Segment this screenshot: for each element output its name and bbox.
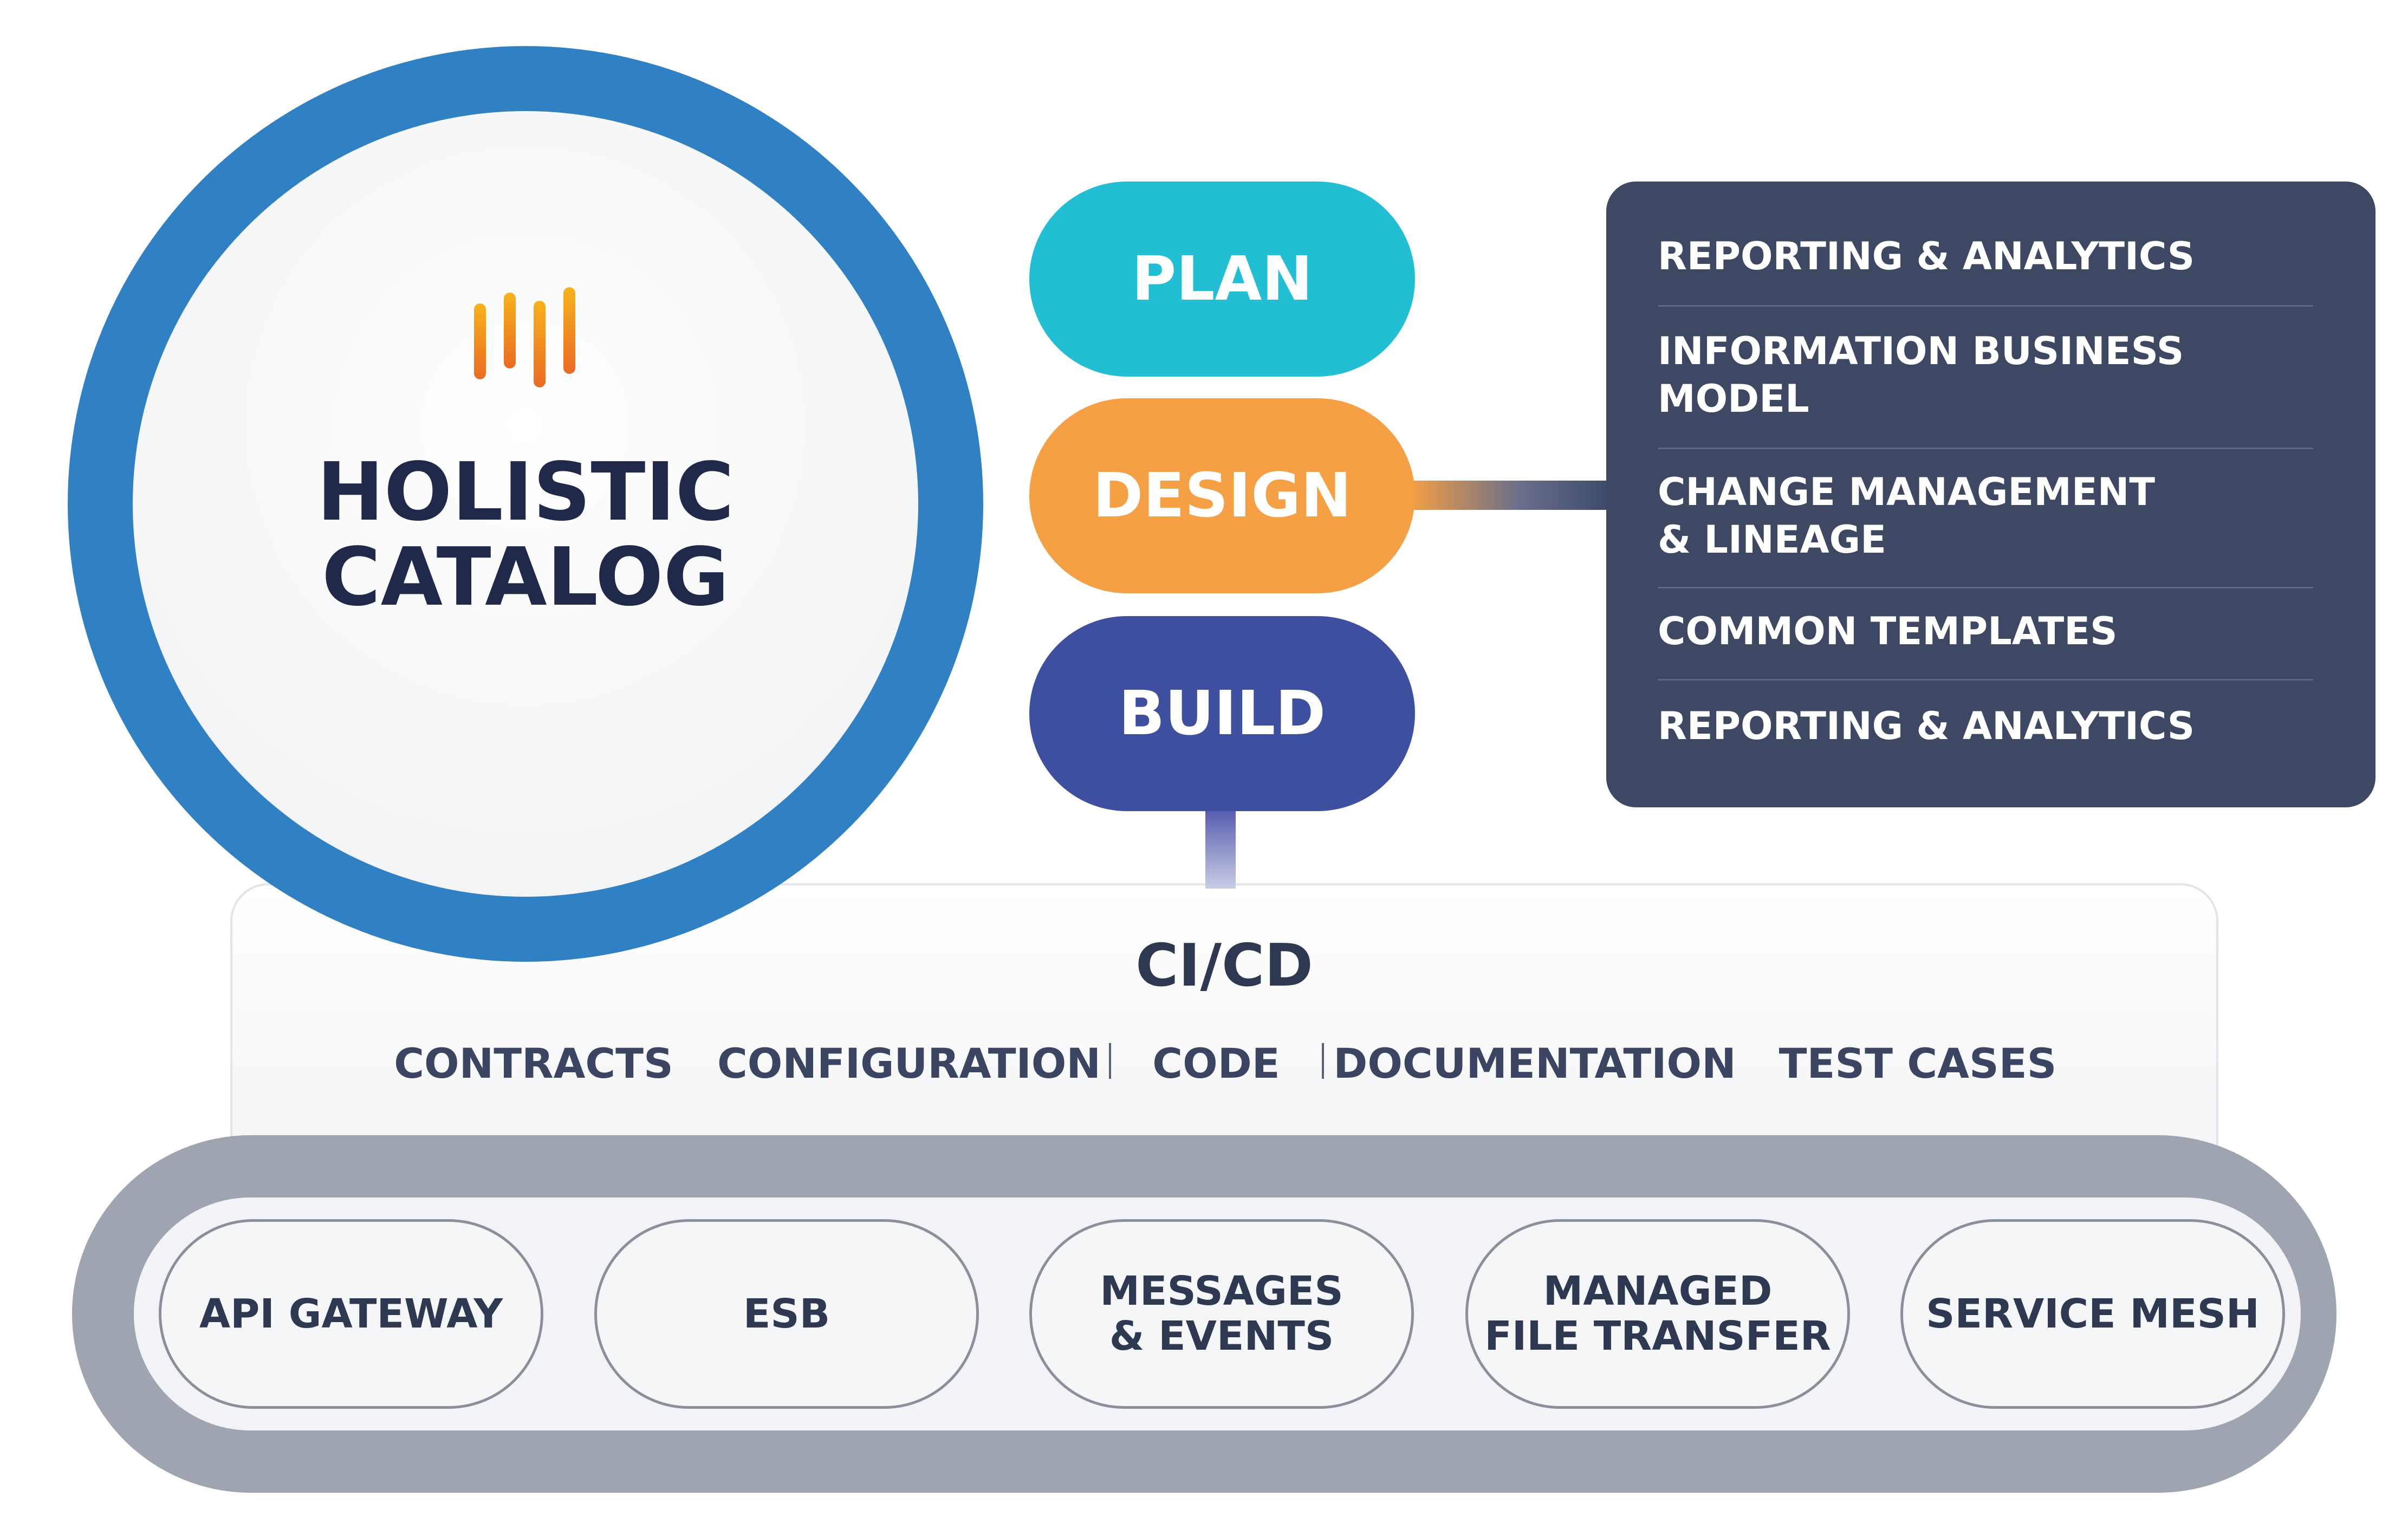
catalog-title: HOLISTIC CATALOG bbox=[316, 445, 735, 624]
platform-managed-file-transfer: MANAGED FILE TRANSFER bbox=[1465, 1219, 1850, 1409]
platform-label: ESB bbox=[743, 1290, 830, 1337]
bars-logo-icon bbox=[474, 287, 577, 387]
cicd-item-documentation: DOCUMENTATION bbox=[1333, 1039, 1736, 1087]
design-details-panel bbox=[1606, 182, 2375, 807]
platform-label: MANAGED FILE TRANSFER bbox=[1484, 1268, 1831, 1359]
platform-api-gateway: API GATEWAY bbox=[159, 1219, 543, 1409]
cicd-title: CI/CD bbox=[1135, 932, 1313, 1000]
platform-label: API GATEWAY bbox=[199, 1290, 503, 1337]
phase-label: PLAN bbox=[1132, 244, 1313, 314]
detail-divider bbox=[1658, 679, 2313, 681]
cicd-item-contracts: CONTRACTS bbox=[394, 1039, 673, 1087]
detail-divider bbox=[1658, 587, 2313, 588]
detail-item-reporting-analytics: REPORTING & ANALYTICS bbox=[1658, 234, 2195, 279]
detail-divider bbox=[1658, 305, 2313, 307]
detail-item-change-management-lineage: CHANGE MANAGEMENT & LINEAGE bbox=[1658, 470, 2156, 562]
phase-label: BUILD bbox=[1118, 678, 1326, 749]
platform-service-mesh: SERVICE MESH bbox=[1900, 1219, 2285, 1409]
phase-plan: PLAN bbox=[1029, 182, 1415, 377]
detail-item-information-business-model: INFORMATION BUSINESS MODEL bbox=[1658, 329, 2184, 421]
platform-label: SERVICE MESH bbox=[1926, 1290, 2260, 1337]
detail-item-reporting-analytics-2: REPORTING & ANALYTICS bbox=[1658, 704, 2195, 748]
phase-label: DESIGN bbox=[1093, 461, 1352, 531]
platform-messages-events: MESSAGES & EVENTS bbox=[1029, 1219, 1414, 1409]
phase-design: DESIGN bbox=[1029, 398, 1415, 593]
detail-item-common-templates: COMMON TEMPLATES bbox=[1658, 609, 2118, 653]
cicd-separator bbox=[1322, 1043, 1324, 1079]
cicd-item-test-cases: TEST CASES bbox=[1779, 1039, 2057, 1087]
platform-esb: ESB bbox=[594, 1219, 979, 1409]
cicd-separator bbox=[1109, 1043, 1111, 1079]
design-connector bbox=[1409, 481, 1609, 510]
platform-label: MESSAGES & EVENTS bbox=[1100, 1268, 1343, 1359]
phase-build: BUILD bbox=[1029, 616, 1415, 811]
cicd-item-code: CODE bbox=[1152, 1039, 1280, 1087]
build-connector bbox=[1205, 802, 1236, 889]
catalog-face bbox=[133, 111, 918, 897]
detail-divider bbox=[1658, 448, 2313, 449]
cicd-item-configuration: CONFIGURATION bbox=[717, 1039, 1101, 1087]
